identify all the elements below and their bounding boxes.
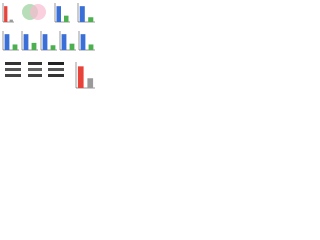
bar (4, 34, 10, 50)
bar (50, 45, 56, 50)
bar (31, 42, 37, 50)
blot-band (28, 74, 42, 77)
bar (12, 44, 18, 50)
blot-band (48, 68, 64, 71)
bar (56, 6, 61, 23)
blot-band (48, 62, 64, 65)
blot-band (48, 74, 64, 77)
blot-band (5, 62, 21, 65)
bar (77, 66, 84, 88)
bar (80, 34, 86, 50)
bar (42, 34, 48, 50)
page: (() => { const data = JSON.parse(documen… (0, 0, 320, 95)
bar (64, 15, 69, 22)
venn-diagram (22, 4, 46, 20)
bar (88, 17, 94, 22)
western-blots (5, 62, 64, 77)
blot-band (28, 68, 42, 71)
blot-band (28, 62, 42, 65)
bar (61, 34, 67, 50)
venn-circle (30, 4, 46, 20)
bar (69, 43, 75, 50)
bar (4, 6, 8, 23)
bar (23, 34, 29, 50)
bar (79, 6, 85, 23)
blot-band (5, 74, 21, 77)
figure (0, 0, 100, 95)
bar (9, 19, 13, 22)
bar (87, 78, 94, 88)
bar (88, 44, 94, 50)
blot-band (5, 68, 21, 71)
